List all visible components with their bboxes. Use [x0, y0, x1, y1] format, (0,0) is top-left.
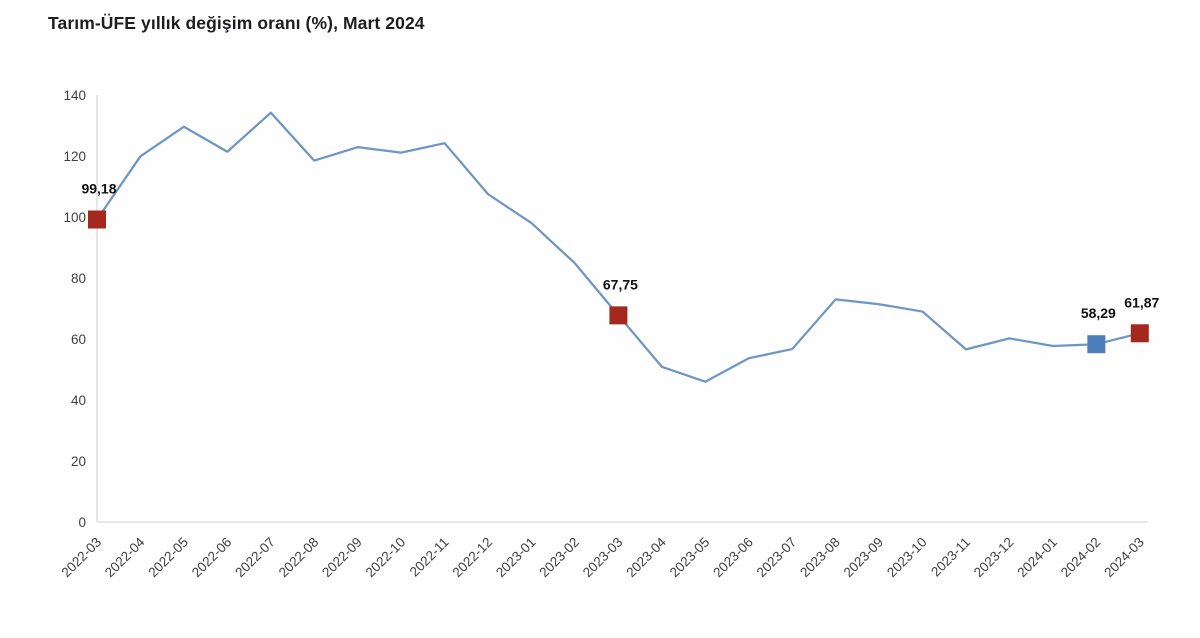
x-axis-label: 2022-05 [145, 535, 191, 581]
data-point-label: 58,29 [1081, 305, 1116, 321]
x-axis-label: 2023-06 [710, 535, 756, 581]
x-axis-label: 2023-03 [580, 535, 626, 581]
y-tick-label: 20 [71, 454, 86, 469]
x-axis-label: 2022-09 [319, 535, 365, 581]
data-point-label: 61,87 [1124, 294, 1159, 310]
x-axis-label: 2024-02 [1058, 535, 1104, 581]
x-axis-label: 2023-05 [667, 535, 713, 581]
x-axis-label: 2023-11 [928, 535, 973, 580]
data-marker [1087, 335, 1106, 354]
y-tick-label: 60 [71, 332, 86, 347]
x-axis-label: 2022-07 [232, 535, 278, 581]
x-axis-label: 2023-07 [754, 535, 800, 581]
x-axis-label: 2023-02 [536, 535, 582, 581]
x-axis-label: 2022-08 [276, 535, 322, 581]
y-tick-label: 40 [71, 393, 86, 408]
data-marker [1130, 324, 1149, 343]
x-axis-label: 2023-09 [841, 535, 887, 581]
data-point-label: 99,18 [81, 181, 116, 197]
y-tick-label: 120 [63, 149, 86, 164]
x-axis-label: 2023-04 [623, 534, 669, 580]
y-tick-label: 100 [63, 210, 86, 225]
data-line [95, 111, 1141, 383]
x-axis-label: 2022-11 [407, 535, 452, 580]
chart-title: Tarım-ÜFE yıllık değişim oranı (%), Mart… [48, 13, 425, 33]
x-axis-label: 2022-04 [102, 534, 148, 580]
x-axis-label: 2023-10 [884, 535, 930, 581]
x-axis-label: 2022-10 [363, 535, 409, 581]
data-marker [88, 210, 106, 229]
x-axis-label: 2024-03 [1101, 535, 1147, 581]
x-axis-label: 2023-01 [493, 535, 539, 581]
y-tick-label: 140 [63, 88, 86, 103]
data-marker [609, 306, 628, 325]
y-tick-label: 0 [78, 515, 86, 530]
x-axis-label: 2022-03 [58, 535, 104, 581]
y-tick-label: 80 [71, 271, 86, 286]
x-axis-label: 2023-08 [797, 535, 843, 581]
x-axis-label: 2022-12 [450, 535, 496, 581]
x-axis-label: 2023-12 [971, 535, 1017, 581]
x-axis-label: 2022-06 [189, 535, 235, 581]
x-axis-label: 2024-01 [1014, 535, 1060, 581]
data-point-label: 67,75 [603, 276, 638, 292]
